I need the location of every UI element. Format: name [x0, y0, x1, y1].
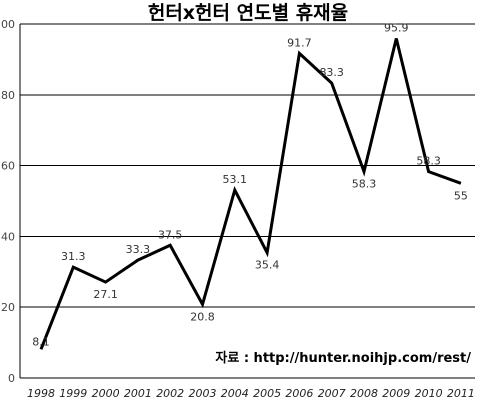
data-label: 58.3: [416, 155, 441, 168]
x-tick-label: 2009: [382, 387, 410, 400]
y-tick-label: 60: [1, 160, 15, 173]
series-line: [39, 38, 462, 350]
y-tick-label: 20: [1, 301, 15, 314]
x-tick-label: 1998: [27, 387, 55, 400]
x-axis-ticks: 1998 1999 2000 2001 2002 2003 2004 2005 2006 2007…: [27, 387, 475, 400]
chart-title: 헌터x헌터 연도별 휴재율: [148, 2, 348, 24]
y-tick-label: 80: [1, 89, 15, 102]
gridlines: [19, 23, 475, 379]
data-label: 35.4: [255, 259, 280, 272]
series-line-path: [39, 38, 462, 350]
x-tick-label: 2003: [189, 387, 217, 400]
data-labels: 8.1 31.3 27.1 33.3 37.5 20.8 53.1 35.4 91.7 83.3 5…: [32, 22, 468, 349]
x-tick-label: 2011: [447, 387, 475, 400]
x-tick-label: 1999: [59, 387, 87, 400]
x-tick-label: 2006: [285, 387, 313, 400]
data-label: 83.3: [319, 66, 344, 79]
data-label: 37.5: [158, 228, 183, 241]
data-label: 8.1: [32, 335, 50, 348]
x-tick-label: 2004: [221, 387, 249, 400]
x-tick-label: 2002: [156, 387, 184, 400]
y-tick-label: 100: [0, 18, 15, 31]
x-tick-label: 2008: [350, 387, 378, 400]
data-label: 58.3: [352, 178, 377, 191]
data-label: 33.3: [126, 243, 151, 256]
x-tick-label: 2001: [124, 387, 152, 400]
data-label: 27.1: [93, 288, 118, 301]
data-label: 31.3: [61, 250, 86, 263]
x-tick-label: 2005: [253, 387, 281, 400]
x-tick-label: 2010: [415, 387, 443, 400]
data-label: 20.8: [190, 310, 215, 323]
y-tick-label: 40: [1, 230, 15, 243]
data-label: 53.1: [223, 173, 248, 186]
x-tick-label: 2007: [318, 387, 346, 400]
source-annotation: 자료 : http://hunter.noihjp.com/rest/: [215, 351, 471, 366]
data-label: 55: [454, 189, 468, 202]
data-label: 91.7: [287, 36, 312, 49]
data-label: 95.9: [384, 22, 409, 35]
x-tick-label: 2000: [92, 387, 120, 400]
y-axis-ticks: 0 20 40 60 80 100: [0, 18, 15, 385]
y-tick-label: 0: [8, 372, 15, 385]
